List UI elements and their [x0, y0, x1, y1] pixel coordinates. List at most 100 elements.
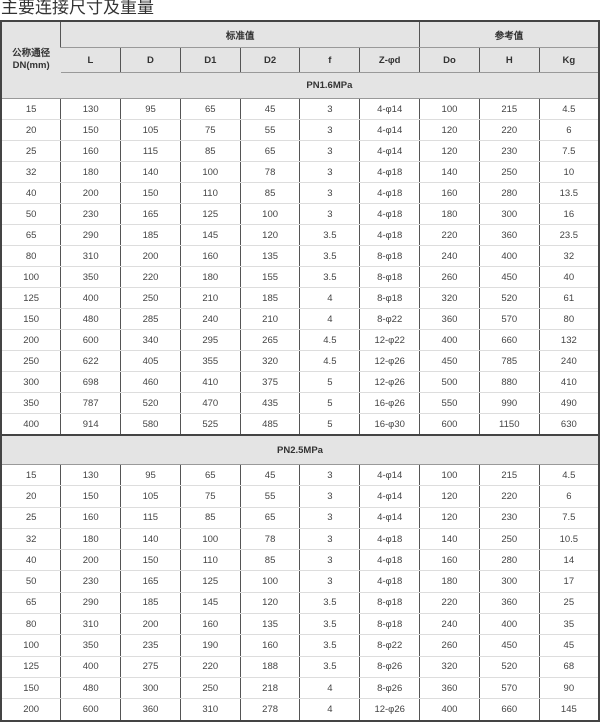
table-row: 50 230 165 125 100 3 4-φ18 180 300 17 [1, 570, 599, 593]
table-cell: 100 [419, 98, 480, 120]
table-cell: 100 [1, 634, 61, 657]
table-cell: 130 [60, 98, 121, 120]
table-cell: 600 [419, 413, 480, 436]
table-cell: 65 [239, 507, 300, 529]
table-cell: 3 [299, 464, 360, 487]
table-cell: 260 [419, 266, 480, 288]
table-cell: 300 [478, 203, 540, 225]
table-cell: 4-φ14 [359, 98, 420, 120]
column-header: f [299, 47, 360, 73]
table-cell: 20 [1, 119, 61, 141]
table-cell: 160 [60, 507, 121, 529]
table-cell: 3 [299, 203, 360, 225]
table-cell: 3 [299, 140, 360, 162]
table-cell: 130 [60, 464, 121, 487]
table-row: 25 160 115 85 65 3 4-φ14 120 230 7.5 [1, 507, 599, 529]
table-cell: 115 [120, 507, 181, 529]
table-cell: 105 [120, 119, 181, 141]
table-cell: 150 [120, 549, 181, 572]
table-cell: 185 [120, 592, 181, 615]
table-cell: 145 [179, 592, 241, 615]
table-cell: 3.5 [299, 656, 360, 678]
table-cell: 100 [239, 203, 300, 225]
table-cell: 8-φ18 [359, 245, 420, 267]
table-cell: 310 [60, 613, 121, 636]
table-cell: 200 [120, 245, 181, 267]
table-cell: 230 [478, 507, 540, 529]
table-cell: 880 [478, 371, 540, 393]
table-cell: 45 [538, 634, 599, 657]
table-cell: 25 [538, 592, 599, 615]
table-cell: 32 [538, 245, 599, 267]
table-row: 80 310 200 160 135 3.5 8-φ18 240 400 35 [1, 613, 599, 636]
table-cell: 15 [1, 98, 61, 120]
table-cell: 3.5 [299, 245, 360, 267]
table-cell: 250 [478, 528, 540, 551]
table-cell: 290 [60, 224, 121, 246]
table-cell: 3 [299, 485, 360, 508]
table-cell: 5 [299, 413, 360, 436]
table-cell: 3 [299, 182, 360, 204]
table-cell: 45 [239, 98, 300, 120]
table-cell: 460 [120, 371, 181, 393]
table-cell: 550 [419, 392, 480, 414]
table-cell: 4 [299, 677, 360, 700]
table-cell: 8-φ26 [359, 656, 420, 678]
table-cell: 120 [239, 592, 300, 615]
column-header: L [60, 47, 121, 73]
table-cell: 125 [1, 656, 61, 678]
table-cell: 310 [179, 698, 241, 722]
table-cell: 235 [120, 634, 181, 657]
table-cell: 520 [478, 287, 540, 309]
table-cell: 20 [1, 485, 61, 508]
table-cell: 410 [179, 371, 241, 393]
table-cell: 80 [538, 308, 599, 330]
table-cell: 265 [239, 329, 300, 351]
table-cell: 580 [120, 413, 181, 436]
table-cell: 4 [299, 308, 360, 330]
table-row: 65 290 185 145 120 3.5 8-φ18 220 360 25 [1, 592, 599, 615]
table-cell: 14 [538, 549, 599, 572]
table-cell: 95 [120, 98, 181, 120]
table-cell: 150 [60, 485, 121, 508]
table-cell: 180 [179, 266, 241, 288]
table-row: 65 290 185 145 120 3.5 4-φ18 220 360 23.5 [1, 224, 599, 246]
table-cell: 400 [60, 656, 121, 678]
table-cell: 4-φ18 [359, 549, 420, 572]
table-cell: 200 [1, 329, 61, 351]
table-cell: 375 [239, 371, 300, 393]
table-row: 100 350 235 190 160 3.5 8-φ22 260 450 45 [1, 634, 599, 657]
table-cell: 660 [478, 698, 540, 722]
pressure-section-row: PN1.6MPa [1, 72, 599, 99]
table-cell: 100 [239, 570, 300, 593]
table-cell: 4.5 [299, 329, 360, 351]
table-cell: 13.5 [538, 182, 599, 204]
table-cell: 4-φ18 [359, 182, 420, 204]
table-cell: 140 [419, 528, 480, 551]
table-cell: 125 [179, 203, 241, 225]
table-cell: 100 [419, 464, 480, 487]
table-cell: 622 [60, 350, 121, 372]
table-cell: 5 [299, 371, 360, 393]
table-row: 100 350 220 180 155 3.5 8-φ18 260 450 40 [1, 266, 599, 288]
table-cell: 410 [538, 371, 599, 393]
table-cell: 240 [538, 350, 599, 372]
table-row: 350 787 520 470 435 5 16-φ26 550 990 490 [1, 392, 599, 414]
table-cell: 220 [120, 266, 181, 288]
table-cell: 220 [419, 224, 480, 246]
table-cell: 95 [120, 464, 181, 487]
table-cell: 350 [1, 392, 61, 414]
table-cell: 16-φ26 [359, 392, 420, 414]
dimensions-table: 公称通径 DN(mm) 标准值 参考值 L D D1 D2 f Z-φd Do H Kg PN1… [0, 20, 600, 722]
table-cell: 280 [478, 549, 540, 572]
table-cell: 3.5 [299, 266, 360, 288]
table-cell: 4.5 [538, 464, 599, 487]
table-cell: 8-φ18 [359, 266, 420, 288]
table-cell: 220 [419, 592, 480, 615]
table-cell: 65 [239, 140, 300, 162]
table-cell: 32 [1, 528, 61, 551]
table-cell: 450 [478, 266, 540, 288]
table-cell: 25 [1, 507, 61, 529]
table-cell: 100 [179, 528, 241, 551]
table-cell: 3 [299, 98, 360, 120]
